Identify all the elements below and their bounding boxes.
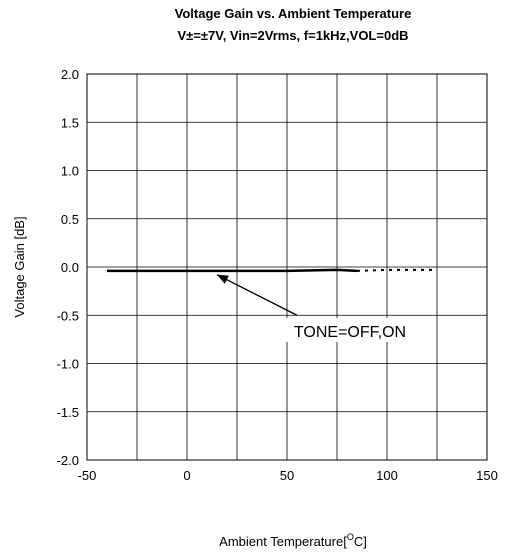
plot-area-frame xyxy=(86,73,488,461)
x-tick-label: 50 xyxy=(280,468,294,483)
series-line xyxy=(107,268,358,273)
y-tick-label: -1.0 xyxy=(57,357,79,372)
annotation-arrow xyxy=(216,274,298,316)
x-tick-labels: -50 0 50 100 150 xyxy=(78,468,498,483)
x-axis-label: Ambient Temperature[OC] xyxy=(219,532,367,549)
annotation-arrowhead xyxy=(217,274,229,284)
chart-title: Voltage Gain vs. Ambient Temperature xyxy=(175,6,412,21)
y-tick-label: 0.0 xyxy=(61,260,79,275)
annotation: TONE=OFF,ON xyxy=(216,274,430,342)
y-axis-label: Voltage Gain [dB] xyxy=(12,216,27,317)
x-tick-label: 0 xyxy=(183,468,190,483)
y-tick-label: -1.5 xyxy=(57,405,79,420)
annotation-label: TONE=OFF,ON xyxy=(294,324,406,341)
grid-lines xyxy=(86,73,488,461)
x-axis-label-suffix: C] xyxy=(354,534,367,549)
series-line xyxy=(356,268,437,272)
y-tick-label: 0.5 xyxy=(61,212,79,227)
chart-subtitle: V±=±7V, Vin=2Vrms, f=1kHz,VOL=0dB xyxy=(177,28,408,43)
y-tick-label: 1.5 xyxy=(61,115,79,130)
x-tick-label: 100 xyxy=(376,468,398,483)
data-series xyxy=(107,268,437,273)
y-tick-label: -2.0 xyxy=(57,453,79,468)
x-tick-label: 150 xyxy=(476,468,498,483)
x-axis-label-degree: O xyxy=(347,532,354,542)
x-tick-label: -50 xyxy=(78,468,97,483)
y-tick-labels: 2.0 1.5 1.0 0.5 0.0 -0.5 -1.0 -1.5 -2.0 xyxy=(57,67,79,468)
y-tick-label: -0.5 xyxy=(57,308,79,323)
annotation-label-background xyxy=(270,318,430,342)
y-tick-label: 1.0 xyxy=(61,164,79,179)
y-tick-label: 2.0 xyxy=(61,67,79,82)
x-axis-label-prefix: Ambient Temperature[ xyxy=(219,534,347,549)
